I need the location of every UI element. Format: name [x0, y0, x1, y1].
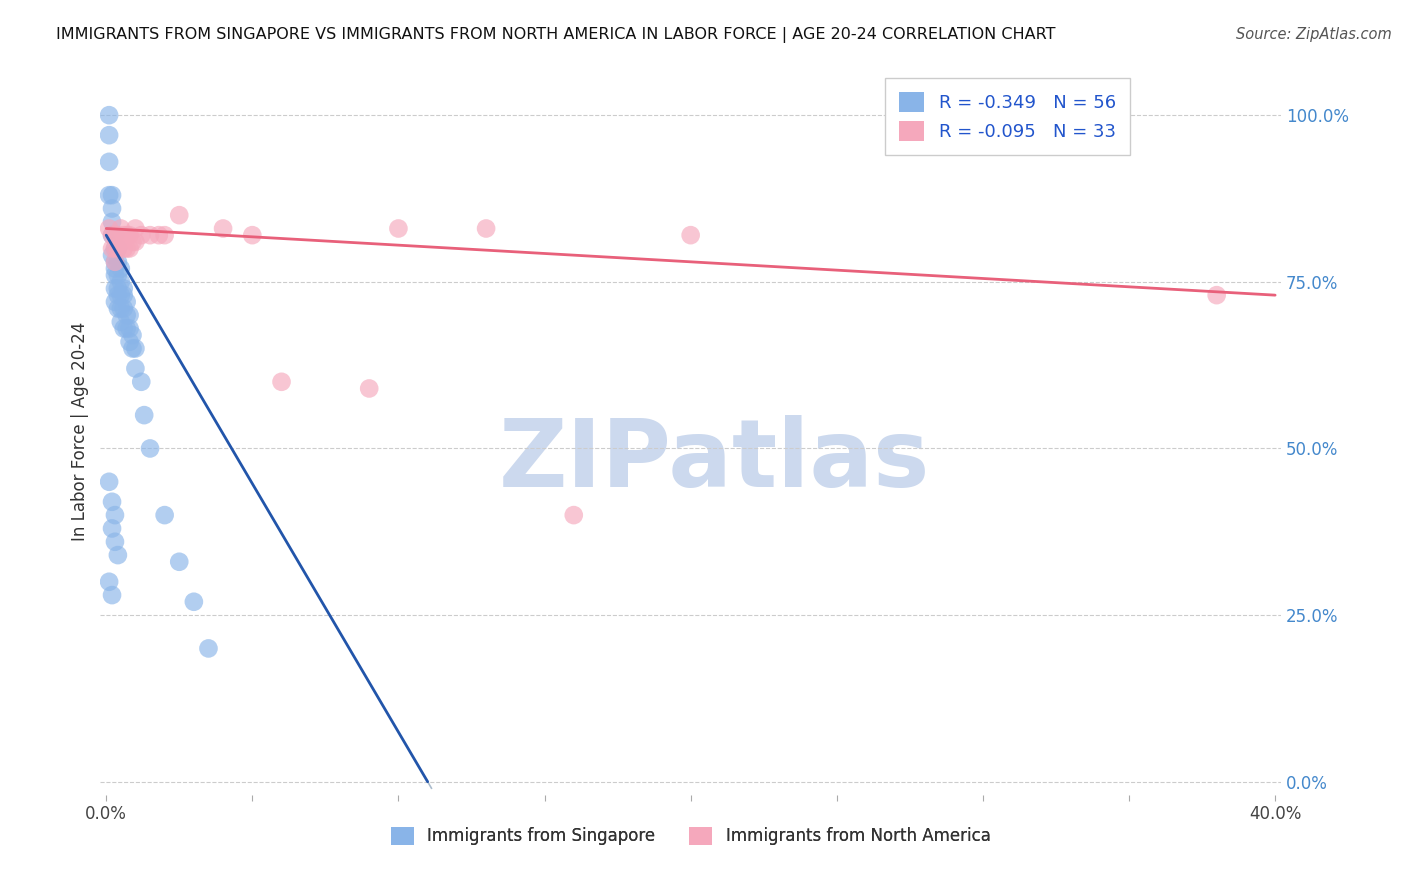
Point: [679, 228, 702, 243]
Point: [98, 128, 121, 143]
Y-axis label: In Labor Force | Age 20-24: In Labor Force | Age 20-24: [72, 322, 89, 541]
Point: [107, 301, 129, 316]
Point: [112, 321, 135, 335]
Point: [104, 281, 127, 295]
Point: [107, 228, 129, 243]
Point: [104, 261, 127, 276]
Point: [101, 588, 124, 602]
Point: [121, 328, 143, 343]
Point: [115, 242, 138, 256]
Point: [107, 268, 129, 282]
Point: [107, 548, 129, 562]
Point: [101, 521, 124, 535]
Point: [118, 308, 141, 322]
Point: [110, 221, 132, 235]
Point: [124, 221, 146, 235]
Point: [112, 288, 135, 302]
Point: [167, 208, 190, 222]
Point: [104, 228, 127, 243]
Point: [562, 508, 585, 522]
Point: [107, 242, 129, 256]
Point: [134, 408, 156, 422]
Point: [118, 228, 141, 243]
Point: [110, 288, 132, 302]
Point: [359, 381, 381, 395]
Point: [118, 242, 141, 256]
Point: [118, 321, 141, 335]
Point: [112, 301, 135, 316]
Point: [110, 261, 132, 276]
Point: [107, 288, 129, 302]
Point: [101, 228, 124, 243]
Text: IMMIGRANTS FROM SINGAPORE VS IMMIGRANTS FROM NORTH AMERICA IN LABOR FORCE | AGE : IMMIGRANTS FROM SINGAPORE VS IMMIGRANTS …: [56, 27, 1056, 43]
Legend: Immigrants from Singapore, Immigrants from North America: Immigrants from Singapore, Immigrants fr…: [384, 820, 997, 852]
Point: [139, 442, 162, 456]
Point: [212, 221, 235, 235]
Point: [240, 228, 263, 243]
Point: [107, 255, 129, 269]
Point: [270, 375, 292, 389]
Point: [104, 228, 127, 243]
Point: [129, 375, 152, 389]
Point: [124, 342, 146, 356]
Point: [121, 235, 143, 249]
Point: [110, 301, 132, 316]
Point: [153, 228, 176, 243]
Text: ZIPatlas: ZIPatlas: [499, 415, 929, 507]
Text: Source: ZipAtlas.com: Source: ZipAtlas.com: [1236, 27, 1392, 42]
Point: [98, 188, 121, 202]
Point: [104, 534, 127, 549]
Point: [104, 255, 127, 269]
Point: [121, 342, 143, 356]
Point: [98, 475, 121, 489]
Point: [153, 508, 176, 522]
Point: [197, 641, 219, 656]
Point: [115, 228, 138, 243]
Point: [101, 248, 124, 262]
Point: [104, 268, 127, 282]
Point: [101, 202, 124, 216]
Point: [148, 228, 170, 243]
Point: [101, 495, 124, 509]
Point: [124, 235, 146, 249]
Point: [98, 574, 121, 589]
Point: [101, 242, 124, 256]
Point: [139, 228, 162, 243]
Point: [475, 221, 498, 235]
Point: [104, 242, 127, 256]
Point: [101, 188, 124, 202]
Point: [112, 242, 135, 256]
Point: [110, 275, 132, 289]
Point: [112, 228, 135, 243]
Point: [98, 154, 121, 169]
Point: [115, 321, 138, 335]
Point: [115, 308, 138, 322]
Point: [118, 334, 141, 349]
Point: [167, 555, 190, 569]
Point: [104, 508, 127, 522]
Point: [387, 221, 409, 235]
Point: [110, 235, 132, 249]
Point: [112, 281, 135, 295]
Point: [129, 228, 152, 243]
Point: [104, 294, 127, 309]
Point: [101, 228, 124, 243]
Point: [183, 595, 205, 609]
Point: [104, 255, 127, 269]
Point: [107, 281, 129, 295]
Point: [124, 361, 146, 376]
Point: [107, 242, 129, 256]
Point: [115, 294, 138, 309]
Point: [1205, 288, 1227, 302]
Point: [98, 221, 121, 235]
Point: [98, 108, 121, 122]
Point: [101, 215, 124, 229]
Point: [110, 315, 132, 329]
Point: [104, 242, 127, 256]
